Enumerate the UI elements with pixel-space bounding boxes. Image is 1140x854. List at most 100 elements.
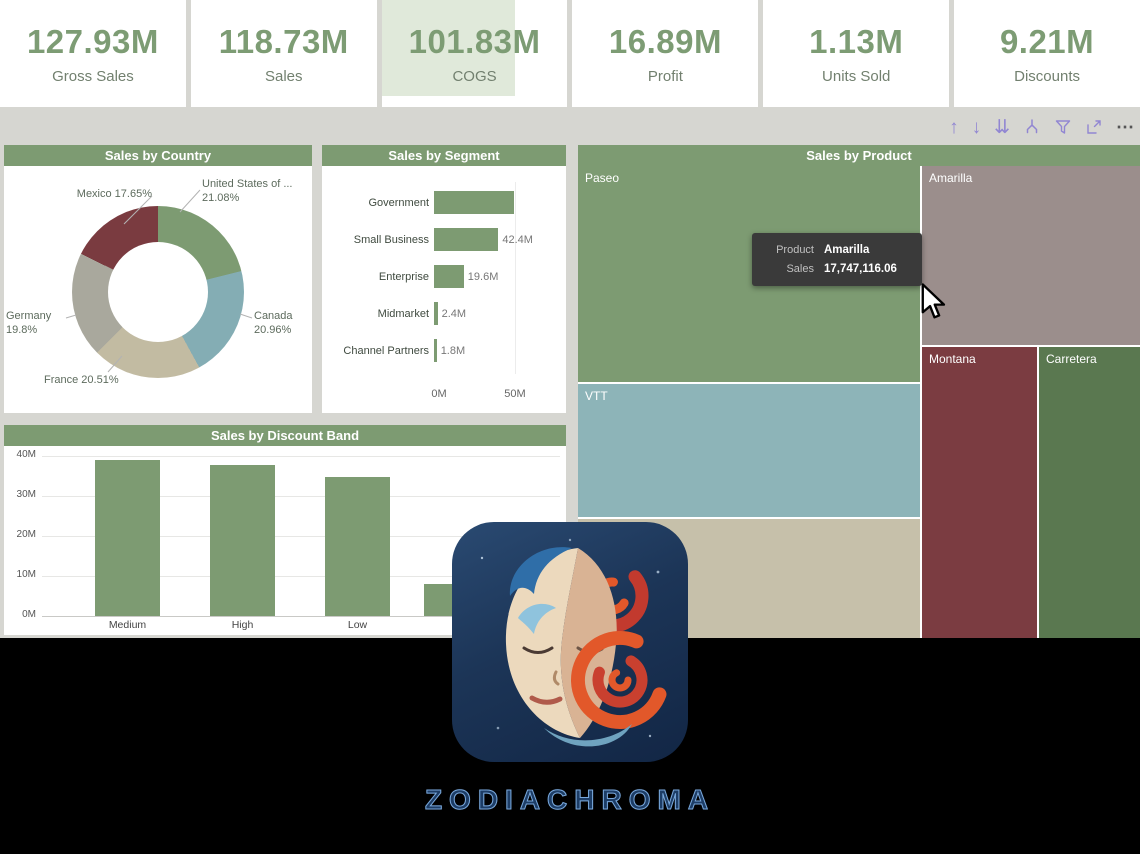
kpi-value: 127.93M (26, 22, 159, 60)
kpi-label: Gross Sales (52, 67, 134, 85)
segment-bar-track: 1.8M (434, 339, 562, 362)
panel-title: Sales by Country (4, 145, 312, 166)
segment-category-label: Midmarket (377, 307, 429, 320)
tooltip-label: Sales (786, 263, 814, 275)
kpi-value: 16.89M (608, 22, 722, 60)
kpi-label: Discounts (1014, 67, 1080, 85)
kpi-card-gross-sales[interactable]: 127.93M Gross Sales (0, 0, 186, 107)
y-tick-40m: 40M (16, 449, 36, 460)
segment-value-label: 42.4M (502, 233, 533, 246)
go-to-next-level-icon[interactable]: ⇊ (994, 116, 1010, 138)
sales-by-country-panel: Sales by Country Mexico 17.65% United St… (4, 145, 312, 413)
x-tick-50m: 50M (504, 388, 526, 400)
kpi-label: COGS (452, 67, 497, 85)
donut-label-canada: Canada 20.96% (254, 310, 293, 336)
more-options-icon[interactable]: ⋯ (1116, 117, 1134, 137)
kpi-label: Units Sold (822, 67, 891, 85)
panel-title: Sales by Segment (322, 145, 566, 166)
y-tick-10m: 10M (16, 569, 36, 580)
segment-bar-chart: Government Small Business 42.4M (322, 166, 566, 413)
gridline (42, 536, 560, 537)
treemap-label-montana: Montana (929, 352, 976, 366)
treemap-block[interactable]: Montana (922, 347, 1037, 638)
gridline (42, 576, 560, 577)
focus-mode-icon[interactable] (1085, 118, 1103, 136)
visual-toolbar: ↑ ↓ ⇊ ⋯ (949, 112, 1134, 142)
kpi-card-units-sold[interactable]: 1.13M Units Sold (763, 0, 950, 107)
filter-icon[interactable] (1054, 118, 1072, 136)
report-canvas: 127.93M Gross Sales 118.73M Sales 101.83… (0, 0, 1140, 638)
discount-bar[interactable] (210, 465, 275, 616)
y-tick-30m: 30M (16, 489, 36, 500)
x-label-medium: Medium (108, 619, 147, 631)
segment-row: Small Business 42.4M (322, 221, 562, 258)
donut-label-united-states: United States of ... 21.08% (202, 178, 293, 204)
treemap-block[interactable]: Amarilla (922, 166, 1140, 345)
expand-all-icon[interactable] (1023, 118, 1041, 136)
kpi-value: 9.21M (999, 22, 1095, 60)
kpi-label: Profit (647, 67, 683, 85)
x-axis-line (42, 616, 560, 617)
segment-row: Enterprise 19.6M (322, 258, 562, 295)
treemap-label-vtt: VTT (585, 389, 608, 403)
y-tick-0m: 0M (22, 609, 36, 620)
donut-label-germany: Germany 19.8% (6, 310, 52, 336)
segment-bar-track: 2.4M (434, 302, 562, 325)
country-donut[interactable] (72, 206, 244, 378)
kpi-card-sales[interactable]: 118.73M Sales (190, 0, 377, 107)
discount-bar[interactable] (325, 477, 390, 616)
kpi-card-cogs[interactable]: 101.83M COGS (381, 0, 568, 107)
discount-bar[interactable] (95, 460, 160, 616)
zodiachroma-logo-art (480, 538, 669, 747)
segment-category-label: Government (368, 196, 429, 209)
segment-category-label: Enterprise (378, 270, 429, 283)
zodiachroma-wordmark: ZODIACHROMA (424, 784, 716, 816)
segment-row: Channel Partners 1.8M (322, 332, 562, 369)
segment-bar[interactable] (434, 302, 438, 325)
segment-row: Midmarket 2.4M (322, 295, 562, 332)
country-donut-chart: Mexico 17.65% United States of ... 21.08… (4, 166, 312, 413)
kpi-value: 118.73M (218, 22, 349, 60)
tooltip-value: Amarilla (824, 244, 870, 256)
segment-bar[interactable] (434, 339, 437, 362)
kpi-value: 101.83M (408, 22, 541, 60)
segment-bar-track (434, 191, 562, 214)
segment-bar[interactable] (434, 228, 499, 251)
treemap-label-paseo: Paseo (585, 171, 620, 185)
panel-title: Sales by Discount Band (4, 425, 566, 446)
kpi-label: Sales (264, 67, 303, 85)
gridline (42, 456, 560, 457)
kpi-card-profit[interactable]: 16.89M Profit (572, 0, 759, 107)
segment-value-label: 2.4M (441, 307, 467, 320)
kpi-row: 127.93M Gross Sales 118.73M Sales 101.83… (0, 0, 1140, 107)
y-tick-20m: 20M (16, 529, 36, 540)
segment-bar[interactable] (434, 265, 464, 288)
drill-down-icon[interactable]: ↓ (971, 116, 982, 138)
donut-label-france: France 20.51% (44, 374, 119, 386)
x-label-high: High (231, 619, 254, 631)
x-label-low: Low (347, 619, 368, 631)
mouse-cursor (921, 283, 946, 319)
segment-category-label: Channel Partners (343, 344, 429, 357)
segment-value-label: 19.6M (467, 270, 499, 283)
segment-category-label: Small Business (353, 233, 429, 246)
segment-bar-track: 42.4M (434, 228, 562, 251)
tooltip-value: 17,747,116.06 (824, 263, 897, 275)
kpi-value: 1.13M (809, 22, 904, 60)
segment-row: Government (322, 184, 562, 221)
segment-bar-track: 19.6M (434, 265, 562, 288)
segment-gridline (515, 182, 516, 374)
kpi-card-discounts[interactable]: 9.21M Discounts (954, 0, 1140, 107)
sales-by-segment-panel: Sales by Segment Government Small Busine… (322, 145, 566, 413)
treemap-label-amarilla: Amarilla (929, 171, 973, 185)
segment-bar[interactable] (434, 191, 514, 214)
segment-value-label: 1.8M (440, 344, 466, 357)
drill-up-icon[interactable]: ↑ (949, 116, 959, 138)
gridline (42, 496, 560, 497)
treemap-label-carretera: Carretera (1046, 352, 1097, 366)
treemap-block[interactable]: VTT (578, 384, 920, 517)
panel-title: Sales by Product (578, 145, 1140, 166)
treemap-block[interactable]: Carretera (1039, 347, 1140, 638)
x-tick-0m: 0M (431, 388, 447, 400)
